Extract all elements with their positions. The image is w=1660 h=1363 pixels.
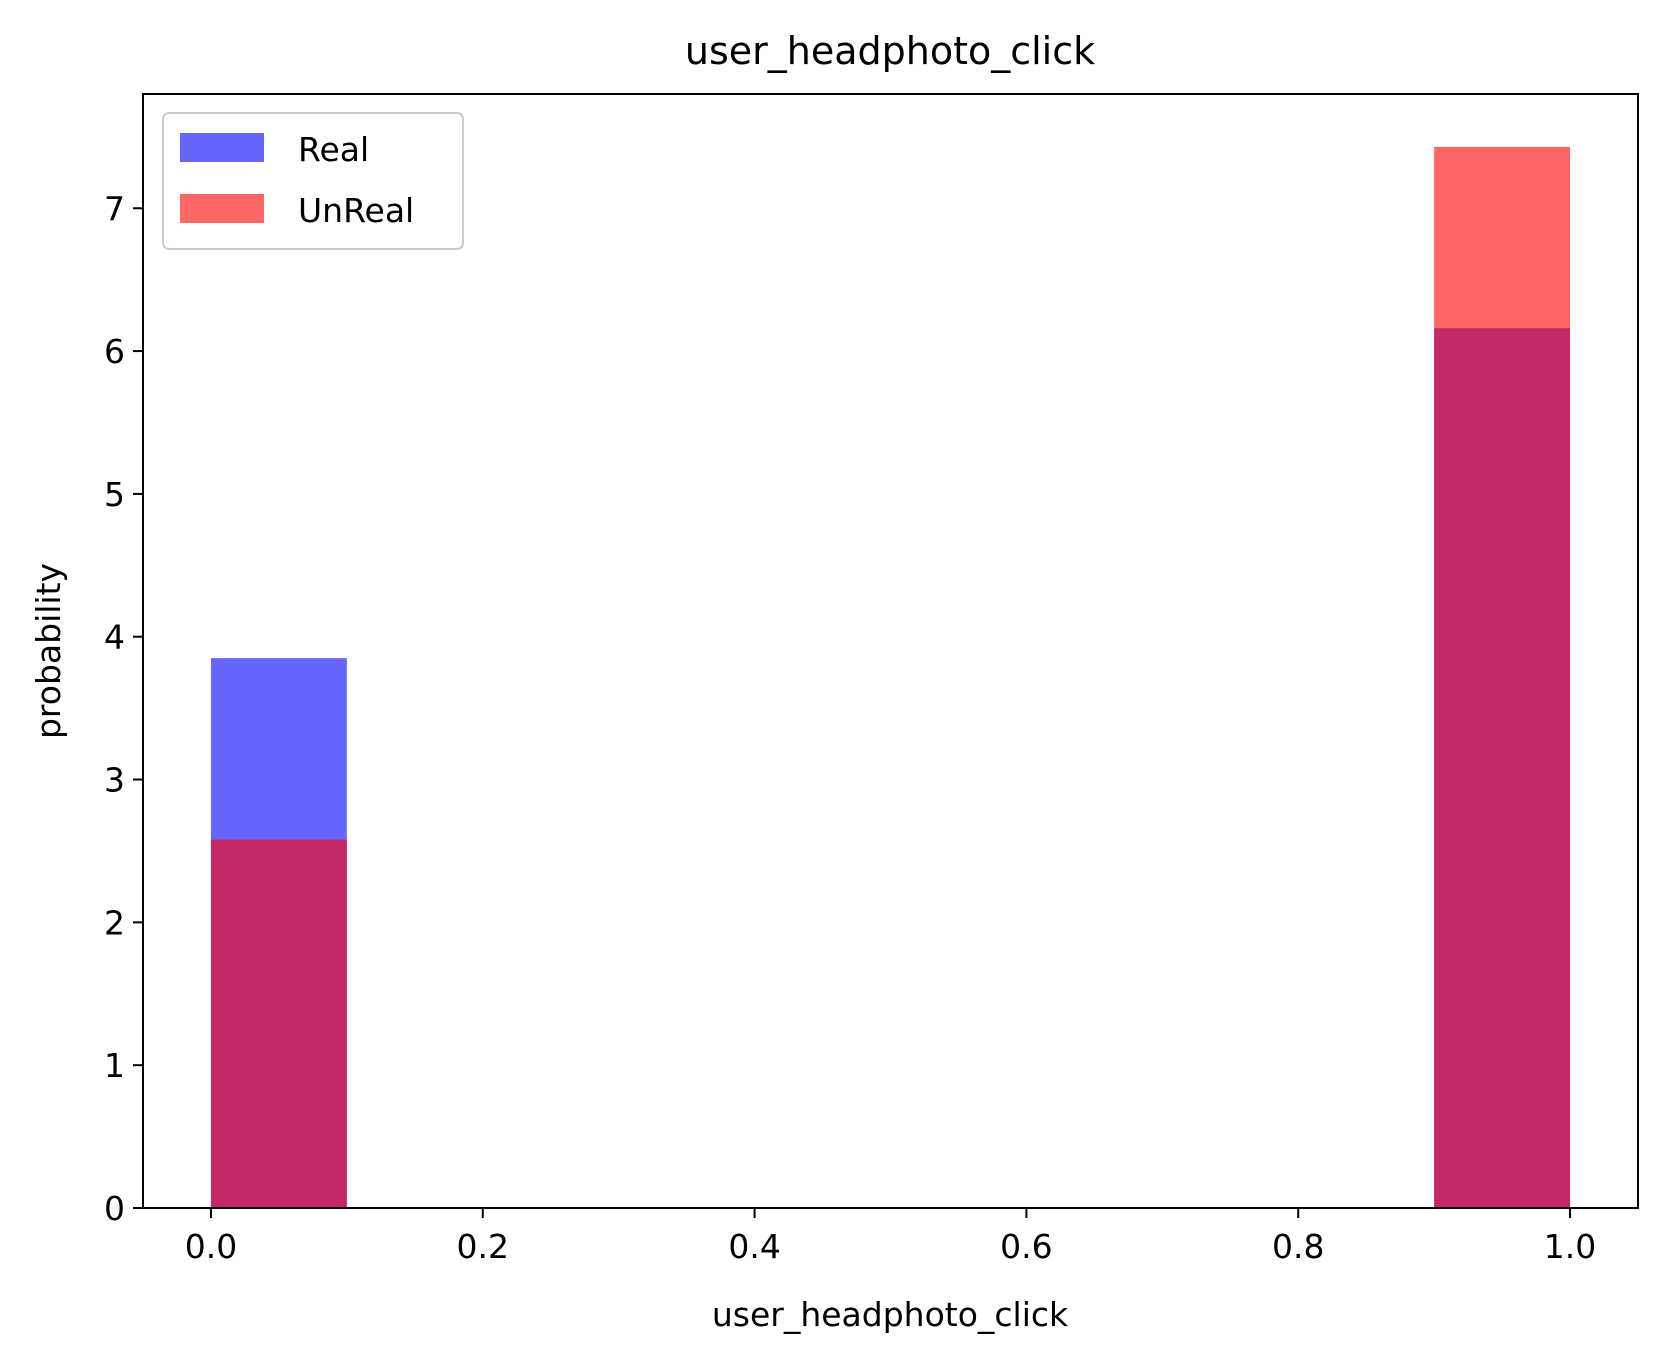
x-tick-label: 0.2 [457, 1227, 509, 1266]
x-axis-label: user_headphoto_click [712, 1295, 1069, 1334]
x-tick-label: 0.6 [1000, 1227, 1052, 1266]
bars-layer [210, 146, 1571, 1208]
y-tick-label: 5 [104, 475, 125, 514]
plot-frame [142, 93, 1639, 1209]
legend-label-unreal: UnReal [298, 191, 414, 230]
x-tick-label: 0.4 [728, 1227, 780, 1266]
x-axis-ticks: 0.0 0.2 0.4 0.6 0.8 1.0 [185, 1208, 1596, 1266]
x-tick-label: 0.8 [1272, 1227, 1324, 1266]
legend-swatch-unreal [180, 194, 264, 223]
bar-unreal-0 [210, 839, 347, 1208]
x-tick-label: 1.0 [1544, 1227, 1596, 1266]
legend-label-real: Real [298, 130, 369, 169]
y-tick-label: 3 [104, 761, 125, 800]
y-tick-label: 2 [104, 903, 125, 942]
y-tick-label: 6 [104, 332, 125, 371]
chart-title: user_headphoto_click [685, 29, 1095, 73]
legend: Real UnReal [162, 112, 464, 250]
legend-swatch-real [180, 133, 264, 162]
y-tick-label: 4 [104, 618, 125, 657]
y-tick-label: 7 [104, 189, 125, 228]
bar-unreal-1 [1434, 146, 1571, 1208]
y-tick-label: 1 [104, 1046, 125, 1085]
y-axis-label: probability [29, 563, 68, 739]
x-tick-label: 0.0 [185, 1227, 237, 1266]
y-axis-ticks: 0 1 2 3 4 5 6 7 [104, 189, 143, 1228]
y-tick-label: 0 [104, 1189, 125, 1228]
